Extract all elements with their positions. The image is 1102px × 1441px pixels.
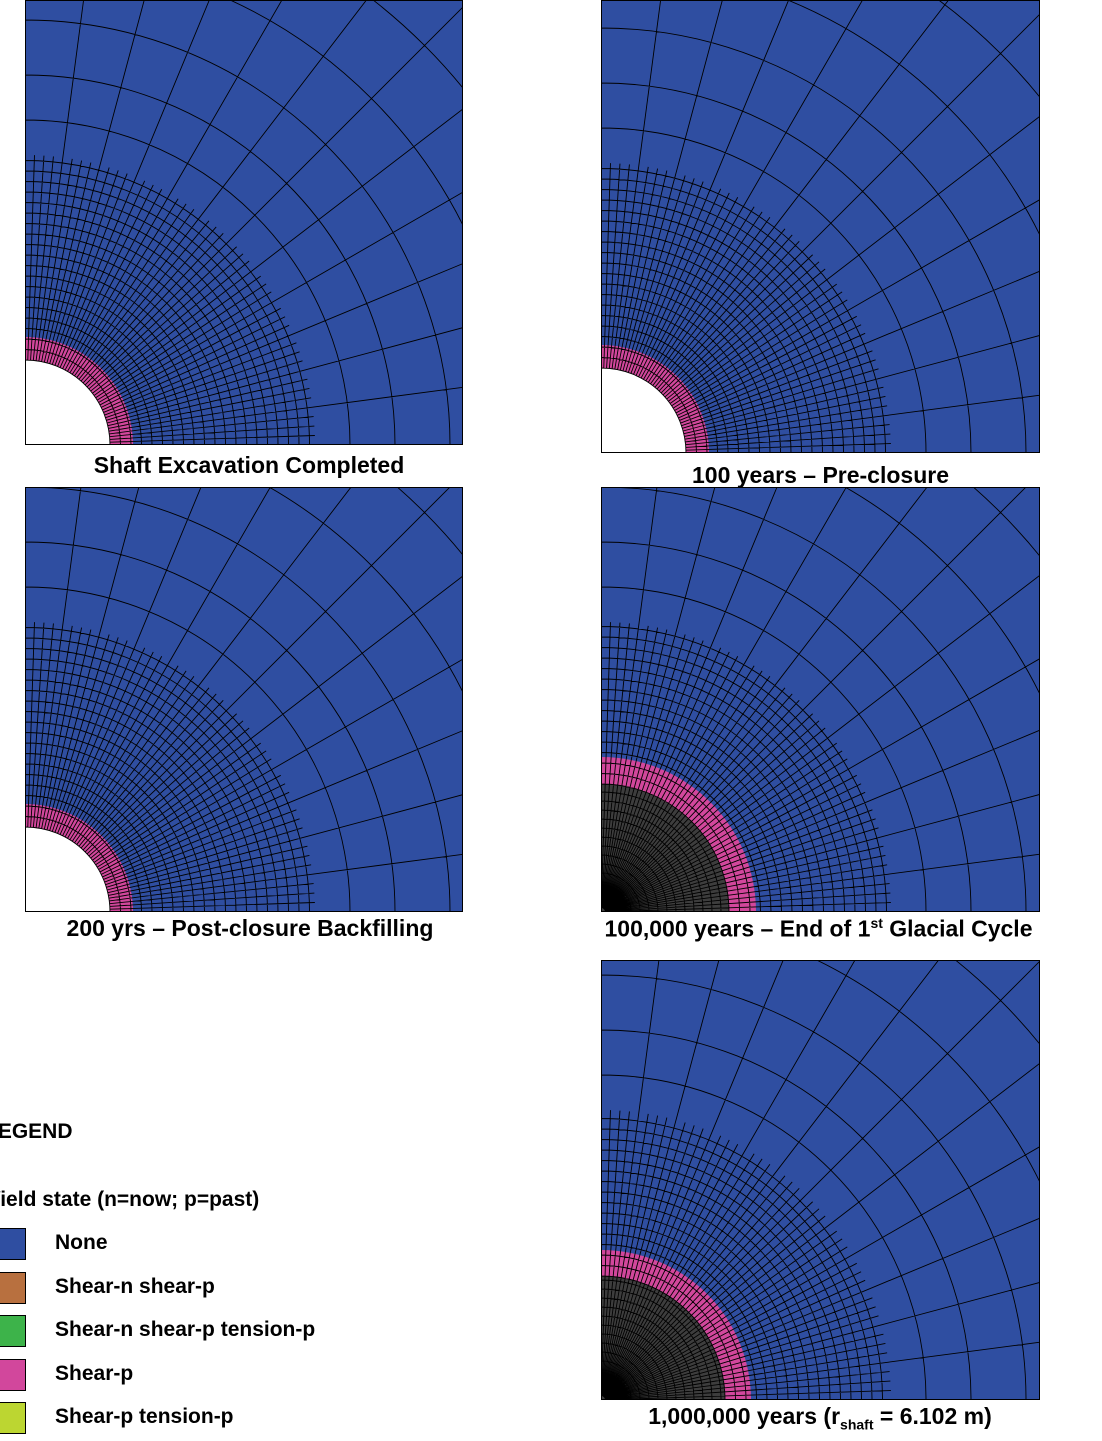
mesh-panel [601,960,1040,1400]
legend-swatch [0,1358,26,1391]
caption: 200 yrs – Post-closure Backfilling [66,915,434,941]
caption-sup: st [870,915,883,931]
shaft-hole [25,827,110,912]
caption: 1,000,000 years (rshaft = 6.102 m) [590,1403,1050,1433]
caption: Shaft Excavation Completed [93,452,405,478]
mesh-lines [601,487,1040,912]
legend-subtitle: Yield state (n=now; p=past) [0,1188,260,1211]
panel-border [601,0,1040,453]
mesh-lines [601,960,1040,1400]
legend-label: Shear-p tension-p [55,1405,234,1428]
caption-text: 1,000,000 years (r [648,1403,841,1429]
legend-swatch [0,1228,26,1260]
mesh-panel [601,487,1040,912]
mesh-lines [25,0,463,445]
panel-border [25,0,463,445]
legend-title: LEGEND [0,1120,73,1143]
mesh-lines [25,487,463,912]
mesh-panel [25,487,463,912]
legend-swatch [0,1402,26,1434]
shaft-hole [601,368,686,453]
mesh-panel [25,0,463,445]
legend-swatch [0,1271,26,1304]
mesh-lines [601,0,1040,453]
caption-sub: shaft [840,1416,874,1433]
legend-label: Shear-n shear-p [55,1274,215,1298]
panel-border [601,487,1040,912]
caption: 100,000 years – End of 1st Glacial Cycle [531,915,1102,943]
panel-border [25,487,463,912]
legend-label: None [55,1231,108,1254]
caption-text: = 6.102 m) [873,1403,992,1429]
legend-label: Shear-n shear-p tension-p [55,1318,316,1341]
panel-border [601,960,1040,1400]
caption: 100 years – Pre-closure [691,462,949,488]
shaft-hole [25,360,110,445]
caption-text: Glacial Cycle [882,915,1033,942]
mesh-panel [601,0,1040,453]
caption-text: 100,000 years – End of 1 [604,915,871,942]
legend-label: Shear-p [55,1361,134,1385]
legend-swatch [0,1315,26,1347]
